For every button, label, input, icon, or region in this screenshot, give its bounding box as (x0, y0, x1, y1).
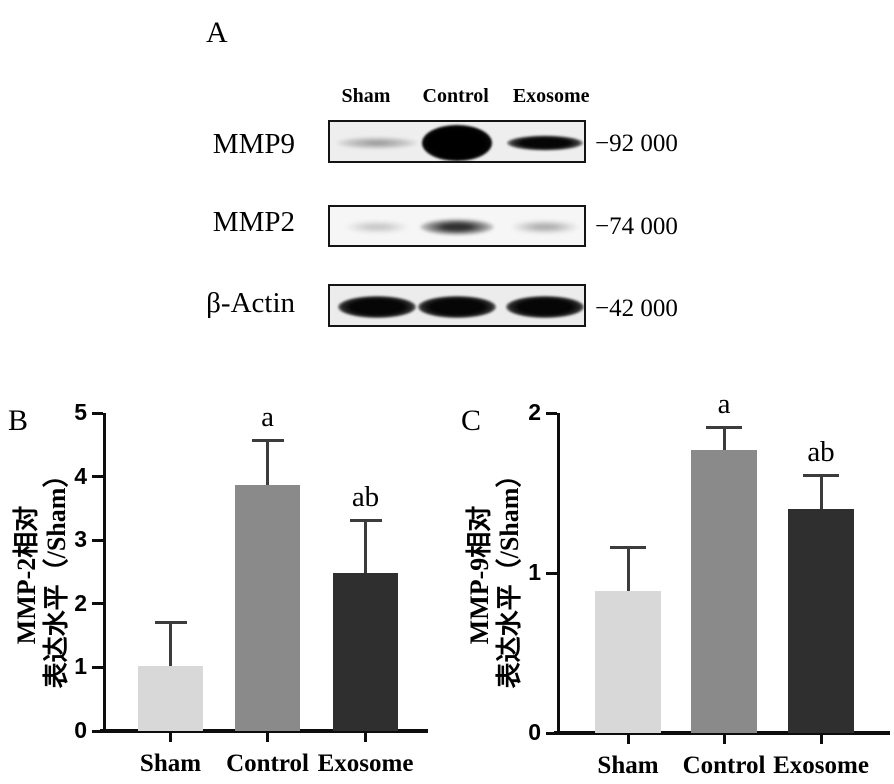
y-tick-0 (92, 729, 103, 733)
error-bar-cap-sham (154, 621, 187, 625)
error-bar-cap-exosome (803, 474, 839, 478)
blot-band-mmp9-lane0 (335, 136, 418, 149)
y-tick-label-0: 0 (74, 717, 87, 743)
error-bar-cap-exosome (349, 518, 382, 522)
error-bar-line-sham (169, 622, 172, 667)
category-label-exosome: Exosome (773, 752, 869, 779)
y-tick-1 (92, 665, 103, 669)
blot-box-mmp9 (328, 120, 586, 163)
panel-c-label: C (461, 404, 482, 437)
protein-label-beta-actin: β-Actin (206, 287, 295, 319)
x-tick-control (722, 735, 726, 744)
y-tick-label-1: 1 (74, 653, 87, 680)
y-tick-label-2: 2 (528, 399, 541, 425)
y-tick-0 (546, 731, 557, 735)
y-tick-2 (546, 411, 557, 415)
bar-control (235, 484, 300, 731)
bar-exosome (788, 509, 854, 733)
bar-chart-mmp2: 0 1 2 3 4 5 Sham a Control ab Exosome (74, 399, 428, 777)
blot-band-β-actin-lane1 (418, 295, 496, 318)
blot-box-beta-actin (328, 284, 586, 327)
mw-label-92000: −92 000 (595, 130, 678, 157)
y-tick-label-5: 5 (74, 399, 87, 425)
blot-band-β-actin-lane0 (337, 295, 416, 318)
y-axis-label-mmp2-line1: MMP-2相对 (12, 505, 41, 645)
x-tick-exosome (819, 735, 823, 744)
category-label-sham: Sham (139, 750, 202, 777)
error-bar-cap-sham (610, 546, 646, 550)
x-tick-sham (169, 733, 172, 742)
lane-header-exosome: Exosome (512, 85, 590, 107)
category-label-control: Control (226, 750, 309, 777)
mw-label-74000: −74 000 (595, 213, 678, 240)
blot-band-mmp9-lane2 (506, 135, 583, 151)
y-tick-5 (92, 411, 103, 415)
error-bar-line-control (722, 427, 726, 450)
blot-band-mmp9-lane1 (422, 124, 492, 161)
y-tick-3 (92, 538, 103, 542)
blot-box-mmp2 (328, 205, 586, 247)
bar-chart-mmp9: 0 1 2 Sham a Control ab Exosome (528, 389, 890, 779)
bar-sham (595, 590, 661, 733)
y-tick-label-2: 2 (74, 589, 87, 616)
protein-label-mmp9: MMP9 (212, 128, 295, 160)
panel-a-label: A (206, 16, 228, 49)
bar-control (691, 449, 757, 733)
error-bar-line-control (266, 439, 269, 485)
y-axis-label-mmp9-line1: MMP-9相对 (465, 505, 494, 645)
significance-label-control: a (717, 388, 731, 421)
lane-header-sham: Sham (341, 85, 391, 107)
blot-lane-headers: Sham Control Exosome (328, 85, 589, 111)
mw-label-42000: −42 000 (595, 295, 678, 322)
y-axis-line (103, 413, 106, 731)
error-bar-line-exosome (819, 475, 823, 509)
bar-exosome (333, 573, 398, 731)
y-tick-2 (92, 602, 103, 606)
significance-label-exosome: ab (807, 436, 835, 469)
x-tick-control (266, 733, 269, 742)
error-bar-line-exosome (364, 519, 367, 574)
y-tick-4 (92, 475, 103, 479)
y-tick-1 (546, 571, 557, 575)
blot-band-mmp2-lane0 (344, 221, 409, 234)
x-tick-exosome (364, 733, 367, 742)
y-axis-line (557, 413, 560, 733)
protein-label-mmp2: MMP2 (212, 206, 295, 238)
error-bar-line-sham (626, 547, 630, 591)
category-label-exosome: Exosome (317, 750, 414, 777)
panel-b-label: B (8, 404, 29, 437)
y-tick-label-3: 3 (74, 526, 87, 553)
y-tick-label-0: 0 (528, 719, 541, 745)
significance-label-exosome: ab (351, 480, 380, 513)
category-label-sham: Sham (597, 752, 659, 779)
x-axis-line (100, 729, 428, 733)
y-tick-label-4: 4 (74, 462, 87, 489)
bar-sham (138, 666, 203, 731)
blot-band-mmp2-lane2 (510, 220, 579, 234)
category-label-control: Control (682, 752, 766, 779)
significance-label-control: a (261, 400, 274, 433)
blot-band-mmp2-lane1 (420, 219, 494, 236)
y-tick-label-1: 1 (528, 559, 541, 585)
error-bar-cap-control (251, 438, 284, 442)
lane-header-control: Control (422, 85, 489, 107)
x-axis-line (554, 731, 890, 735)
blot-band-β-actin-lane2 (505, 295, 584, 318)
error-bar-cap-control (706, 426, 742, 430)
x-tick-sham (626, 735, 630, 744)
